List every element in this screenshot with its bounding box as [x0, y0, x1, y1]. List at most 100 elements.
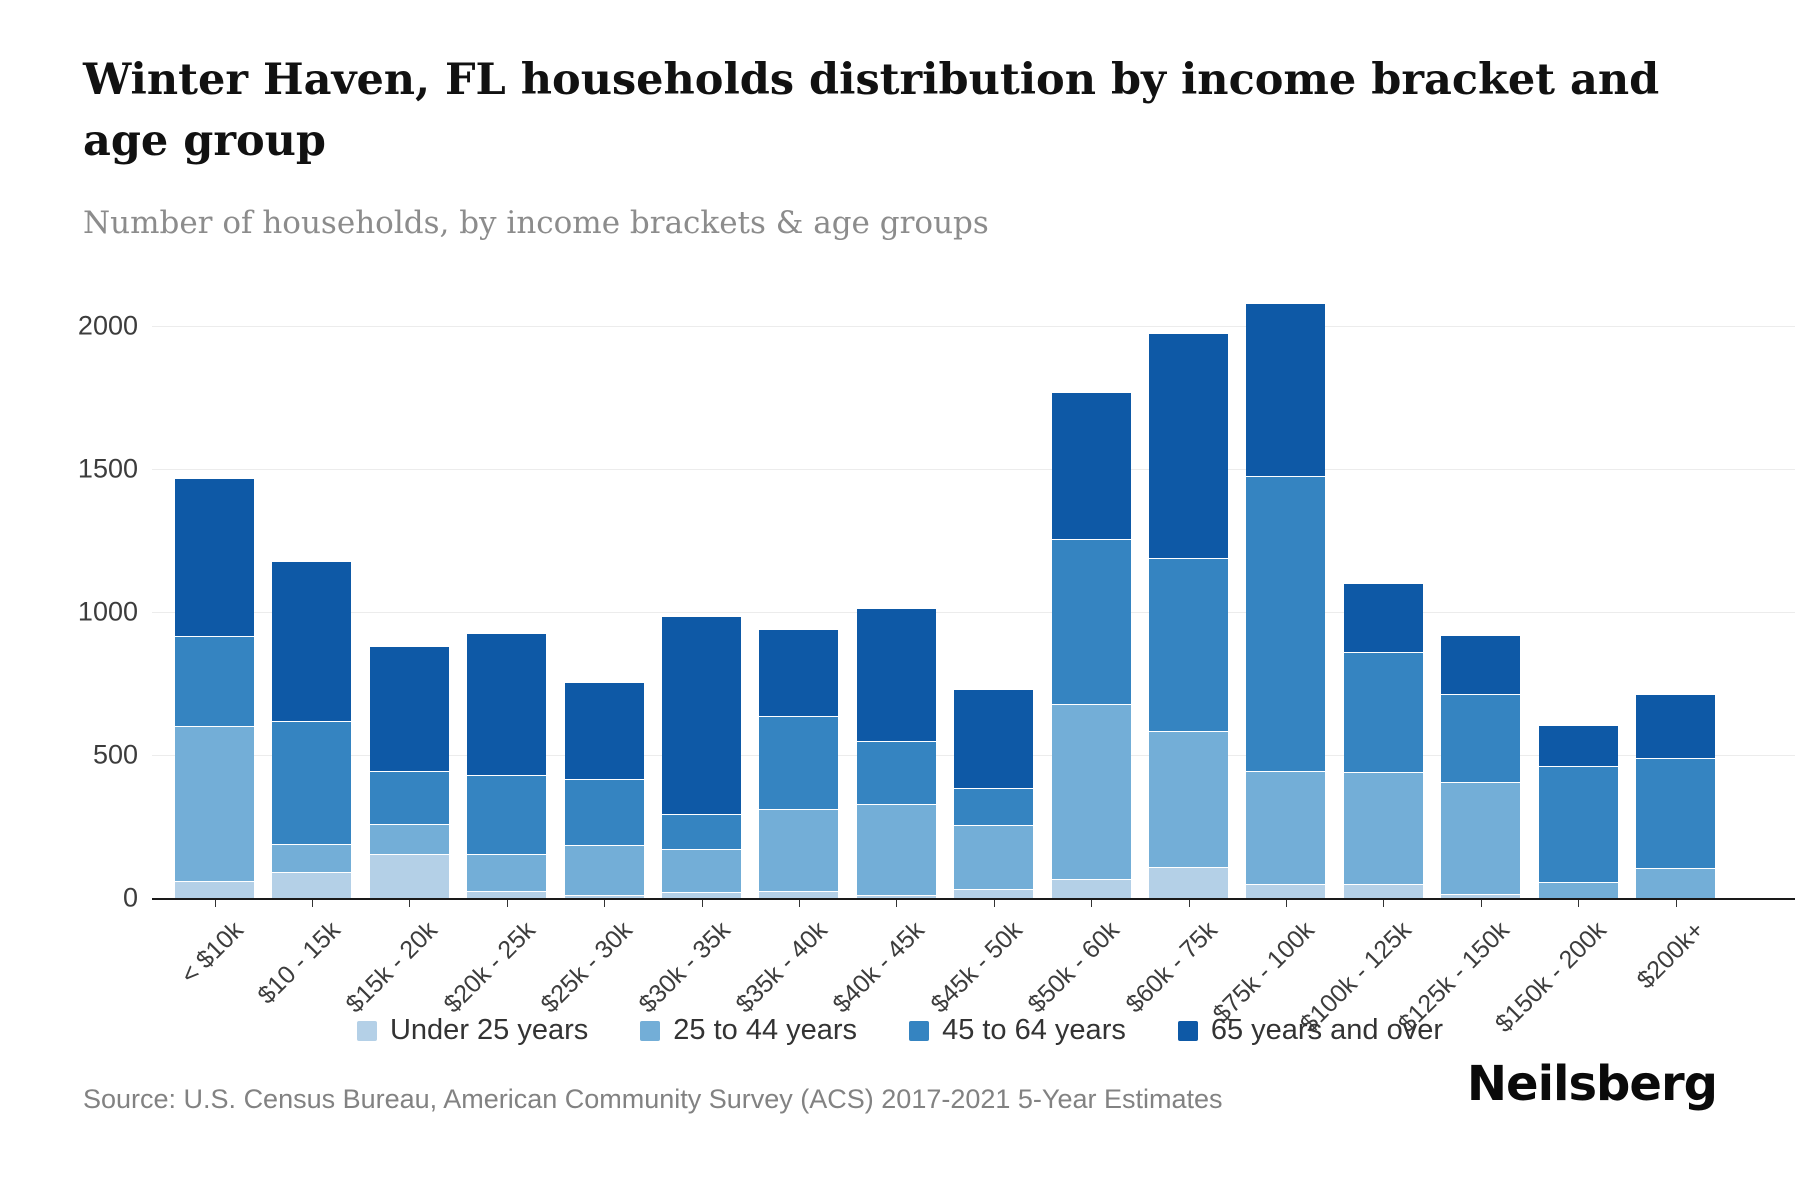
- bar-segment: [1149, 333, 1228, 558]
- bar-segment: [1441, 782, 1521, 894]
- chart-title: Winter Haven, FL households distribution…: [83, 55, 1660, 167]
- x-axis-tick: [896, 900, 898, 907]
- bar-segment: [662, 616, 741, 814]
- legend-label: 65 years and over: [1210, 1014, 1444, 1046]
- bar-segment: [175, 477, 254, 637]
- bar-segment: [1149, 557, 1228, 731]
- bar-segment: [1051, 703, 1131, 880]
- bar-segment: [662, 849, 741, 893]
- gridline-y-2000: [152, 326, 1795, 327]
- bar-segment: [1636, 693, 1715, 758]
- legend-label: Under 25 years: [389, 1014, 589, 1046]
- bar-segment: [1441, 634, 1521, 694]
- x-axis-label: $45k - 50k: [925, 916, 1028, 1019]
- bar-segment: [272, 560, 352, 721]
- x-axis-tick: [1383, 900, 1385, 907]
- bar-30k-35k: [662, 206, 741, 898]
- bar-100k-125k: [1343, 206, 1423, 898]
- bar-segment: [662, 892, 741, 898]
- bar-segment: [954, 787, 1034, 826]
- bar-segment: [1246, 883, 1326, 898]
- legend-item-under-25: Under 25 years: [356, 1014, 589, 1047]
- y-axis-tick-label: 2000: [77, 310, 138, 341]
- bar-segment: [467, 633, 547, 776]
- bar-60k-75k: [1149, 206, 1228, 898]
- x-axis-tick: [1578, 900, 1580, 907]
- bar-10-15k: [272, 206, 352, 898]
- bar-150k-200k: [1538, 206, 1618, 898]
- x-axis-tick: [1480, 900, 1482, 907]
- x-axis-label: $50k - 60k: [1022, 916, 1125, 1019]
- source-attribution: Source: U.S. Census Bureau, American Com…: [83, 1084, 1223, 1114]
- bar-segment: [564, 895, 644, 898]
- bar-segment: [759, 716, 839, 810]
- y-axis-tick-label: 500: [92, 739, 138, 770]
- legend-item-45-64: 45 to 64 years: [909, 1014, 1126, 1047]
- legend-label: 25 to 44 years: [673, 1014, 858, 1046]
- bar-segment: [467, 853, 547, 891]
- bar-segment: [1051, 391, 1131, 540]
- bar-segment: [467, 890, 547, 898]
- bar-segment: [564, 845, 644, 896]
- x-axis-tick: [506, 900, 508, 907]
- bar-segment: [1246, 476, 1326, 771]
- x-axis-label: $10 - 15k: [252, 916, 346, 1010]
- legend-item-65-over: 65 years and over: [1177, 1014, 1444, 1047]
- bar-segment: [1538, 724, 1618, 767]
- bar-segment: [759, 890, 839, 898]
- bar-segment: [1343, 772, 1423, 884]
- bar-15k-20k: [369, 206, 449, 898]
- bar-segment: [1343, 652, 1423, 773]
- chart-subtitle: Number of households, by income brackets…: [83, 205, 989, 241]
- x-axis-label: $25k - 30k: [535, 916, 638, 1019]
- bar-segment: [856, 607, 936, 741]
- bar-25k-30k: [564, 206, 644, 898]
- x-axis-tick: [214, 900, 216, 907]
- bar-segment: [1246, 303, 1326, 477]
- bar-200k: [1636, 206, 1715, 898]
- bar-segment: [1149, 730, 1228, 867]
- x-axis-label: $35k - 40k: [730, 916, 833, 1019]
- bar-segment: [954, 889, 1034, 898]
- legend-swatch-25-44: [640, 1020, 661, 1041]
- neilsberg-logo[interactable]: Neilsberg: [1466, 1056, 1718, 1112]
- x-axis-tick: [1285, 900, 1287, 907]
- bar-75k-100k: [1246, 206, 1326, 898]
- x-axis-tick: [604, 900, 606, 907]
- legend: Under 25 years 25 to 44 years 45 to 64 y…: [0, 1014, 1800, 1047]
- bar-segment: [1441, 693, 1521, 783]
- bar-segment: [175, 880, 254, 898]
- x-axis-tick: [1091, 900, 1093, 907]
- bar-segment: [369, 770, 449, 824]
- x-axis-label: $40k - 45k: [827, 916, 931, 1019]
- bar-35k-40k: [759, 206, 839, 898]
- bar-segment: [759, 629, 839, 717]
- bar-segment: [1441, 893, 1521, 898]
- bar-segment: [662, 813, 741, 850]
- bar-segment: [272, 720, 352, 844]
- bar-segment: [272, 843, 352, 873]
- x-axis-label: $20k - 25k: [438, 916, 541, 1019]
- bar-segment: [1051, 879, 1131, 898]
- bar-segment: [759, 809, 839, 891]
- bar-40k-45k: [856, 206, 936, 898]
- bar-segment: [1051, 539, 1131, 704]
- x-axis-label: < $10k: [174, 916, 249, 990]
- bar-segment: [1636, 867, 1715, 898]
- bar-segment: [1246, 770, 1326, 884]
- x-axis-label: $60k - 75k: [1119, 916, 1223, 1019]
- y-axis-tick-label: 1500: [77, 453, 138, 484]
- bar-segment: [856, 803, 936, 896]
- x-axis-tick: [409, 900, 411, 907]
- bar-segment: [954, 825, 1034, 890]
- bar-segment: [369, 823, 449, 854]
- bar-segment: [1636, 757, 1715, 868]
- bar-segment: [369, 646, 449, 771]
- bar-segment: [564, 779, 644, 846]
- bar-segment: [1538, 766, 1618, 883]
- x-axis-tick: [1675, 900, 1677, 907]
- x-axis-tick: [993, 900, 995, 907]
- x-axis-tick: [701, 900, 703, 907]
- x-axis-label: $30k - 35k: [632, 916, 736, 1019]
